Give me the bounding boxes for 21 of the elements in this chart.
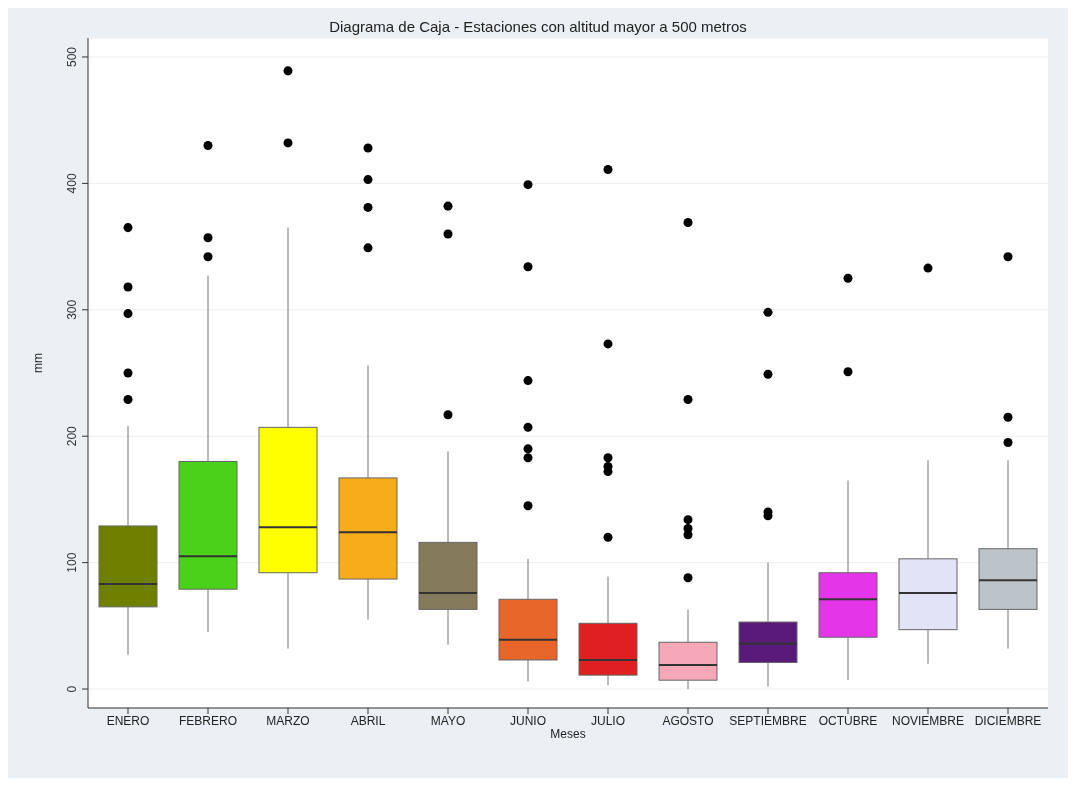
x-tick-label: FEBRERO — [178, 713, 238, 728]
y-tick-label: 200 — [65, 425, 79, 447]
x-tick-label: JULIO — [590, 713, 626, 728]
y-tick-label: 300 — [65, 299, 79, 320]
x-tick-label: MARZO — [266, 713, 310, 728]
y-axis-title: mm — [31, 353, 46, 373]
y-tick-label: 500 — [65, 46, 79, 67]
x-tick-label: SEPTIEMBRE — [729, 713, 807, 728]
y-tick-label: 0 — [65, 685, 79, 693]
x-tick-label: MAYO — [430, 713, 466, 728]
x-tick-label: ABRIL — [350, 713, 386, 728]
x-tick-label: DICIEMBRE — [974, 713, 1042, 728]
y-tick-label: 400 — [65, 173, 79, 194]
y-tick-label: 100 — [65, 552, 79, 573]
x-axis-title: Meses — [550, 727, 586, 741]
x-tick-label: JUNIO — [510, 713, 546, 728]
x-tick-label: AGOSTO — [662, 713, 714, 728]
x-tick-label: OCTUBRE — [818, 713, 878, 728]
chart-title: Diagrama de Caja - Estaciones con altitud mayor a 500 metros — [328, 18, 748, 35]
x-tick-label: ENERO — [106, 713, 150, 728]
x-tick-label: NOVIEMBRE — [891, 713, 965, 728]
